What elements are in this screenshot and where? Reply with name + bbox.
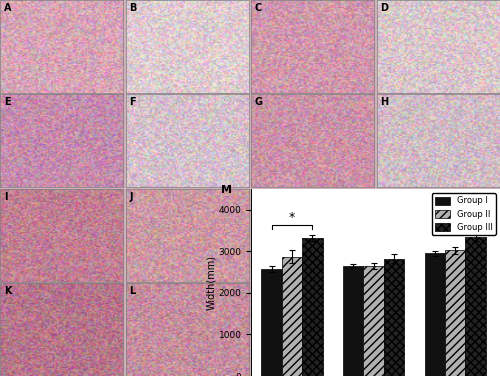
- Bar: [343, 266, 363, 376]
- Text: I: I: [4, 192, 7, 202]
- Text: F: F: [130, 97, 136, 107]
- Text: M: M: [222, 185, 232, 195]
- Text: H: H: [380, 97, 388, 107]
- Text: K: K: [4, 286, 11, 296]
- Text: E: E: [4, 97, 10, 107]
- Bar: [364, 266, 384, 376]
- Bar: [262, 269, 282, 376]
- Text: D: D: [380, 3, 388, 13]
- Text: C: C: [255, 3, 262, 13]
- Bar: [384, 259, 404, 376]
- Y-axis label: Width(mm): Width(mm): [206, 255, 216, 310]
- Bar: [282, 257, 302, 376]
- Bar: [445, 250, 466, 376]
- Bar: [424, 253, 445, 376]
- Legend: Group I, Group II, Group III: Group I, Group II, Group III: [432, 193, 496, 235]
- Bar: [302, 238, 322, 376]
- Text: B: B: [130, 3, 136, 13]
- Text: J: J: [130, 192, 133, 202]
- Text: L: L: [130, 286, 136, 296]
- Bar: [466, 237, 485, 376]
- Text: G: G: [255, 97, 263, 107]
- Text: *: *: [289, 211, 295, 224]
- Text: A: A: [4, 3, 11, 13]
